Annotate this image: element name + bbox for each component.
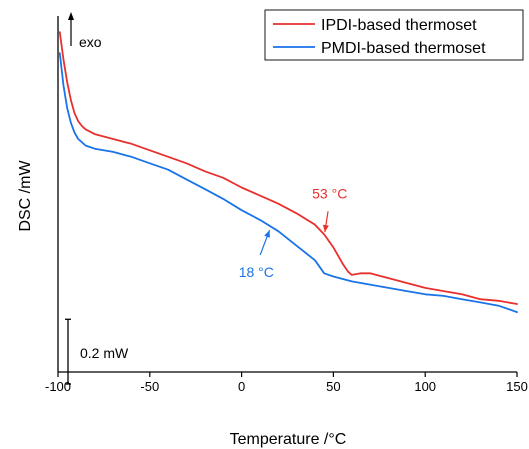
- exo-indicator: exo: [68, 12, 102, 50]
- plot-area: -100 -50 0 50 100 150 53 °C 18 °C exo 0.2 mW: [45, 12, 528, 394]
- annotation-ipdi-arrow-head: [322, 224, 329, 233]
- x-tick-label: -50: [140, 379, 159, 394]
- x-tick-label: 100: [414, 379, 436, 394]
- series-line-ipdi: [58, 31, 518, 305]
- scale-bar-label: 0.2 mW: [80, 345, 129, 361]
- exo-arrow-head: [68, 12, 74, 20]
- annotation-pmdi-arrow-head: [264, 230, 270, 238]
- annotation-layer: 53 °C 18 °C: [239, 185, 348, 280]
- series-line-pmdi: [58, 52, 518, 313]
- exo-label: exo: [79, 34, 102, 50]
- scale-bar: 0.2 mW: [65, 318, 129, 385]
- x-tick-label: 0: [238, 379, 245, 394]
- legend-box: [264, 9, 524, 61]
- annotation-ipdi-label: 53 °C: [312, 185, 347, 201]
- x-axis-title: Temperature /°C: [230, 431, 347, 448]
- x-tick-label: -100: [45, 379, 71, 394]
- x-tick-label: 150: [506, 379, 528, 394]
- legend: IPDI-based thermoset PMDI-based thermose…: [264, 9, 524, 61]
- y-axis-title: DSC /mW: [17, 160, 34, 232]
- annotation-pmdi-label: 18 °C: [239, 264, 274, 280]
- legend-label-pmdi: PMDI-based thermoset: [321, 40, 486, 57]
- x-ticks: -100 -50 0 50 100 150: [45, 372, 528, 394]
- legend-item-ipdi: IPDI-based thermoset: [273, 17, 477, 34]
- legend-item-pmdi: PMDI-based thermoset: [273, 40, 486, 57]
- x-tick-label: 50: [326, 379, 340, 394]
- series-layer: [58, 31, 518, 313]
- legend-label-ipdi: IPDI-based thermoset: [321, 17, 477, 34]
